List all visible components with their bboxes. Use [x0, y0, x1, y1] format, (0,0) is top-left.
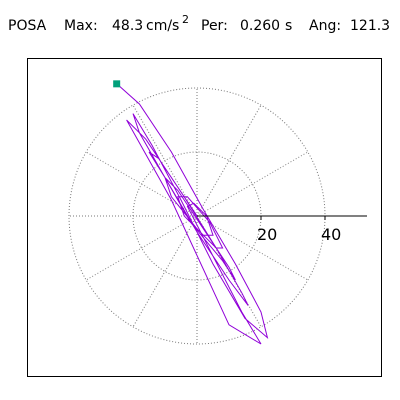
spoke [85, 215, 198, 281]
trajectory [116, 83, 269, 345]
per-label: Per: [201, 18, 228, 34]
max-label: Max: [64, 18, 98, 34]
spoke [196, 104, 262, 217]
per-unit: s [285, 18, 292, 34]
ang-value: 121.3 [350, 18, 390, 34]
r-tick-label: 40 [321, 225, 341, 244]
header-label: POSA [8, 18, 47, 34]
ang-label: Ang: [309, 18, 341, 34]
per-value: 0.260 [240, 18, 280, 34]
max-unit-exp: 2 [182, 13, 189, 26]
spoke [132, 215, 198, 328]
spoke [196, 151, 309, 217]
max-value: 48.3 [112, 18, 143, 34]
r-tick-label: 20 [257, 225, 277, 244]
max-unit: cm/s [146, 18, 179, 34]
start-marker [113, 80, 121, 88]
plot-frame [27, 58, 382, 377]
